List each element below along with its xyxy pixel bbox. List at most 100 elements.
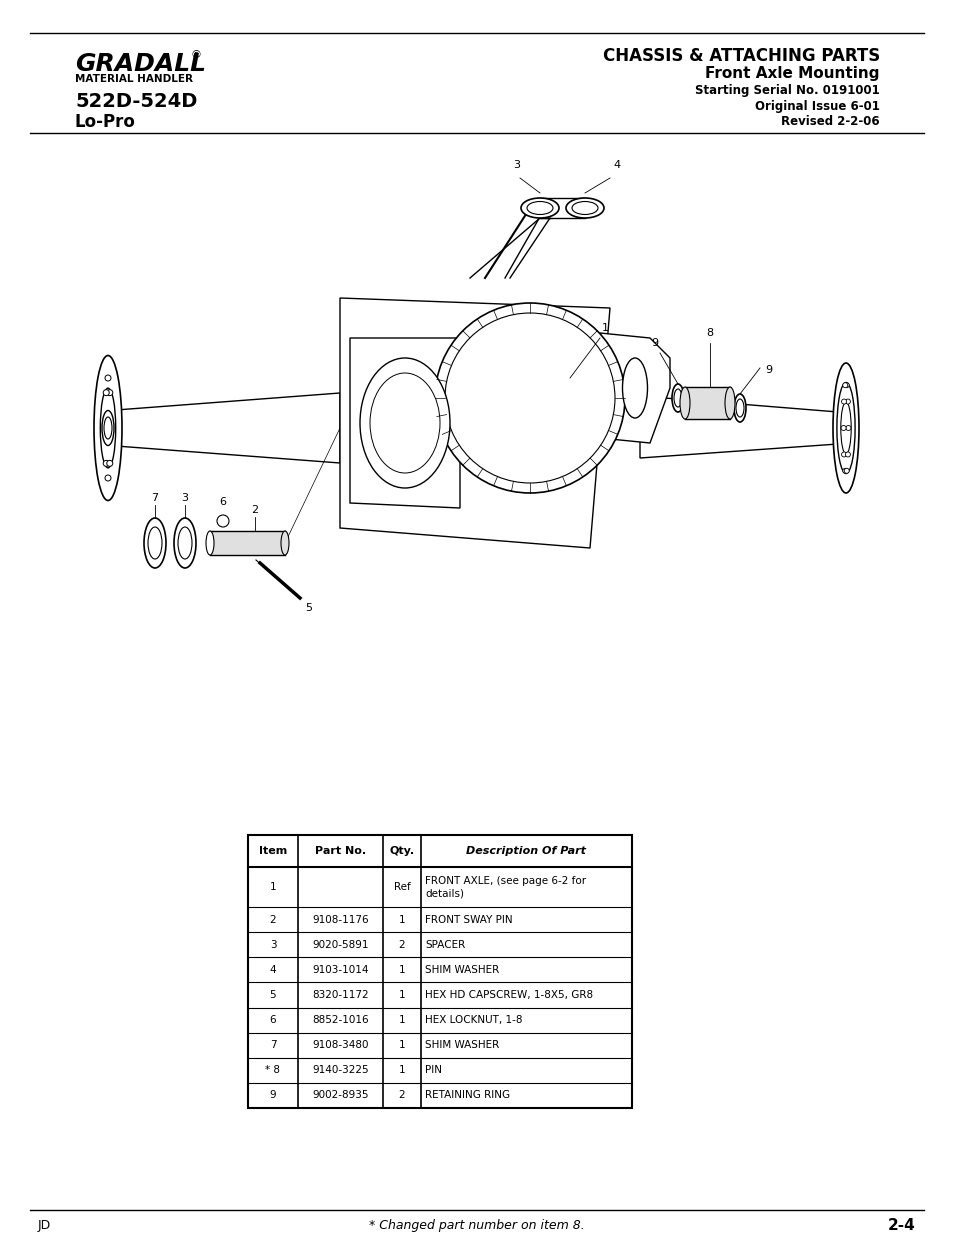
Text: 6: 6 — [270, 1015, 276, 1025]
Ellipse shape — [735, 399, 743, 417]
Ellipse shape — [841, 426, 845, 431]
Text: 9108-1176: 9108-1176 — [312, 915, 369, 925]
Ellipse shape — [104, 417, 112, 438]
Ellipse shape — [370, 373, 439, 473]
Text: 9: 9 — [270, 1091, 276, 1100]
Text: * 8: * 8 — [265, 1066, 280, 1076]
Text: SPACER: SPACER — [424, 940, 465, 950]
Ellipse shape — [679, 387, 689, 419]
Ellipse shape — [844, 452, 849, 457]
Ellipse shape — [100, 388, 115, 468]
Ellipse shape — [103, 390, 109, 395]
Text: 7: 7 — [152, 493, 158, 503]
Ellipse shape — [359, 358, 450, 488]
Text: 9: 9 — [764, 366, 771, 375]
Ellipse shape — [724, 387, 734, 419]
Text: 2-4: 2-4 — [887, 1218, 915, 1233]
Ellipse shape — [94, 356, 122, 500]
Text: Part No.: Part No. — [314, 846, 366, 856]
Text: 1: 1 — [398, 1015, 405, 1025]
Ellipse shape — [178, 527, 192, 559]
Ellipse shape — [107, 461, 112, 467]
Text: 5: 5 — [270, 990, 276, 1000]
Ellipse shape — [622, 358, 647, 417]
Text: RETAINING RING: RETAINING RING — [424, 1091, 510, 1100]
Text: 2: 2 — [398, 1091, 405, 1100]
Text: 2: 2 — [252, 505, 258, 515]
Ellipse shape — [102, 425, 109, 431]
Text: 4: 4 — [613, 161, 619, 170]
Polygon shape — [595, 333, 669, 443]
Ellipse shape — [832, 363, 858, 493]
Text: Ref: Ref — [394, 882, 410, 892]
Text: 5: 5 — [305, 603, 312, 613]
Text: 8852-1016: 8852-1016 — [312, 1015, 369, 1025]
Text: FRONT SWAY PIN: FRONT SWAY PIN — [424, 915, 512, 925]
Text: 522D-524D: 522D-524D — [75, 91, 197, 111]
Ellipse shape — [836, 383, 854, 473]
Ellipse shape — [843, 468, 848, 473]
Ellipse shape — [173, 517, 195, 568]
Text: 8320-1172: 8320-1172 — [312, 990, 369, 1000]
Polygon shape — [108, 393, 339, 463]
Polygon shape — [639, 396, 845, 458]
Ellipse shape — [841, 468, 847, 473]
Ellipse shape — [843, 383, 848, 388]
Text: 9002-8935: 9002-8935 — [312, 1091, 369, 1100]
Ellipse shape — [435, 303, 624, 493]
Text: 1: 1 — [601, 324, 608, 333]
Text: 6: 6 — [219, 496, 226, 508]
Ellipse shape — [841, 399, 845, 404]
Text: 8: 8 — [706, 329, 713, 338]
Text: 2: 2 — [270, 915, 276, 925]
Text: 9140-3225: 9140-3225 — [312, 1066, 369, 1076]
Text: Revised 2-2-06: Revised 2-2-06 — [781, 115, 879, 128]
Text: FRONT AXLE, (see page 6-2 for
details): FRONT AXLE, (see page 6-2 for details) — [424, 876, 585, 898]
Ellipse shape — [148, 527, 162, 559]
Ellipse shape — [206, 531, 213, 555]
Text: 9103-1014: 9103-1014 — [312, 965, 369, 974]
Ellipse shape — [144, 517, 166, 568]
Text: HEX HD CAPSCREW, 1-8X5, GR8: HEX HD CAPSCREW, 1-8X5, GR8 — [424, 990, 593, 1000]
Ellipse shape — [105, 475, 111, 480]
Ellipse shape — [572, 201, 598, 215]
Text: 9020-5891: 9020-5891 — [312, 940, 369, 950]
Ellipse shape — [281, 531, 289, 555]
Text: 1: 1 — [398, 965, 405, 974]
Text: 9: 9 — [650, 338, 658, 348]
Ellipse shape — [673, 389, 681, 408]
Text: MATERIAL HANDLER: MATERIAL HANDLER — [75, 74, 193, 84]
Text: 1: 1 — [398, 1040, 405, 1050]
Ellipse shape — [565, 198, 603, 219]
Text: 9108-3480: 9108-3480 — [312, 1040, 369, 1050]
Text: Lo-Pro: Lo-Pro — [75, 112, 135, 131]
Text: Starting Serial No. 0191001: Starting Serial No. 0191001 — [695, 84, 879, 98]
Ellipse shape — [841, 383, 847, 388]
Ellipse shape — [102, 410, 113, 446]
Text: GRADALL: GRADALL — [75, 52, 206, 77]
Text: 1: 1 — [270, 882, 276, 892]
Text: Front Axle Mounting: Front Axle Mounting — [705, 65, 879, 82]
Text: 3: 3 — [513, 161, 520, 170]
Text: 2: 2 — [398, 940, 405, 950]
Text: ®: ® — [191, 49, 202, 61]
Text: Description Of Part: Description Of Part — [466, 846, 586, 856]
Text: 7: 7 — [270, 1040, 276, 1050]
Text: * Changed part number on item 8.: * Changed part number on item 8. — [369, 1219, 584, 1231]
Text: 3: 3 — [181, 493, 189, 503]
Text: 4: 4 — [270, 965, 276, 974]
Ellipse shape — [105, 375, 111, 382]
Ellipse shape — [733, 394, 745, 422]
Text: Original Issue 6-01: Original Issue 6-01 — [755, 100, 879, 112]
Ellipse shape — [845, 426, 850, 431]
Ellipse shape — [841, 452, 845, 457]
Ellipse shape — [526, 201, 553, 215]
Text: 1: 1 — [398, 915, 405, 925]
Text: Qty.: Qty. — [389, 846, 415, 856]
Ellipse shape — [844, 399, 849, 404]
Ellipse shape — [103, 461, 109, 467]
Text: JD: JD — [38, 1219, 51, 1231]
Ellipse shape — [216, 515, 229, 527]
Text: SHIM WASHER: SHIM WASHER — [424, 965, 498, 974]
Text: 3: 3 — [270, 940, 276, 950]
